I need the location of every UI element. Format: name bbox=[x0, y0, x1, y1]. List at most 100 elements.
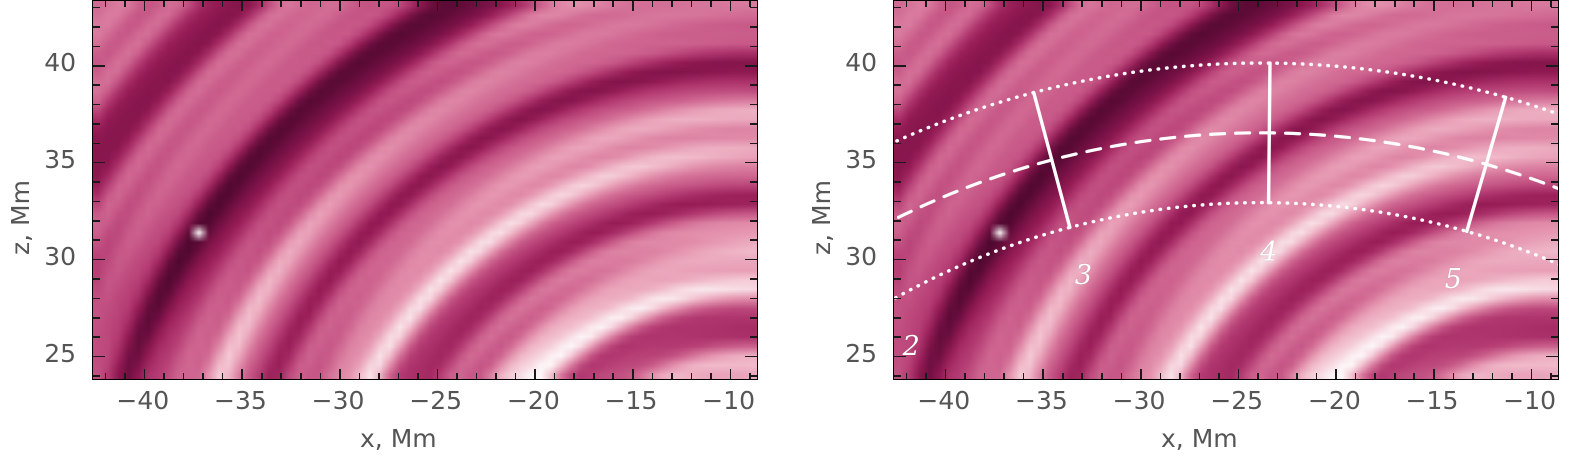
x-minor-tick bbox=[1022, 373, 1025, 379]
y-major-tick bbox=[93, 161, 105, 164]
x-tick-label: −20 bbox=[506, 386, 560, 415]
y-tick-label: 35 bbox=[845, 144, 877, 174]
x-minor-tick-top bbox=[1120, 1, 1123, 7]
x-minor-tick bbox=[124, 373, 126, 379]
y-tick-label: 40 bbox=[44, 47, 76, 77]
x-tick-label: −40 bbox=[116, 386, 170, 415]
x-minor-tick bbox=[710, 373, 712, 379]
x-minor-tick-top bbox=[1452, 1, 1455, 7]
plot-area-right: 123456 bbox=[893, 0, 1559, 380]
x-minor-tick-top bbox=[1413, 1, 1416, 7]
y-major-tick bbox=[93, 64, 105, 67]
y-minor-tick-right bbox=[750, 45, 757, 48]
segment-number-2: 2 bbox=[902, 331, 920, 363]
x-minor-tick bbox=[1452, 373, 1455, 379]
y-minor-tick bbox=[894, 336, 901, 338]
x-minor-tick-top bbox=[1022, 1, 1025, 7]
panel-right: z, Mm 123456 −40−35−30−25−20−15−10 25303… bbox=[801, 0, 1570, 461]
x-minor-tick bbox=[592, 373, 595, 379]
y-tick-label: 25 bbox=[44, 338, 76, 368]
x-tick-label: −30 bbox=[1112, 386, 1166, 415]
x-minor-tick-top bbox=[358, 1, 361, 7]
y-major-tick-right bbox=[745, 64, 757, 67]
x-minor-tick-top bbox=[456, 1, 458, 7]
y-minor-tick-right bbox=[750, 336, 757, 338]
x-minor-tick-top bbox=[1393, 1, 1396, 7]
x-major-tick bbox=[1530, 369, 1533, 379]
x-minor-tick bbox=[358, 373, 361, 379]
x-major-tick bbox=[1237, 369, 1240, 379]
y-minor-tick bbox=[894, 239, 901, 242]
y-minor-tick bbox=[894, 84, 901, 86]
y-minor-tick bbox=[894, 45, 901, 48]
y-minor-tick-right bbox=[750, 84, 757, 86]
y-minor-tick bbox=[93, 297, 100, 300]
x-minor-tick bbox=[690, 373, 693, 379]
x-minor-tick bbox=[1374, 373, 1377, 379]
y-minor-tick-right bbox=[1551, 200, 1558, 203]
x-minor-tick-top bbox=[1159, 1, 1162, 7]
y-tick-label: 25 bbox=[845, 338, 877, 368]
y-minor-tick bbox=[894, 278, 901, 280]
y-major-tick bbox=[894, 258, 906, 261]
y-major-tick-right bbox=[745, 355, 757, 358]
y-minor-tick bbox=[894, 181, 901, 183]
x-minor-tick bbox=[1550, 373, 1552, 379]
y-minor-tick-right bbox=[750, 239, 757, 242]
x-minor-tick-top bbox=[612, 1, 615, 7]
x-minor-tick bbox=[475, 373, 478, 379]
x-minor-tick bbox=[1101, 373, 1103, 379]
x-major-tick bbox=[436, 369, 439, 379]
x-minor-tick-top bbox=[397, 1, 400, 7]
x-minor-tick bbox=[1296, 373, 1298, 379]
y-minor-tick bbox=[894, 200, 901, 203]
x-minor-tick-top bbox=[104, 1, 107, 7]
x-minor-tick-top bbox=[378, 1, 380, 7]
y-major-tick-right bbox=[745, 258, 757, 261]
y-minor-tick bbox=[93, 123, 100, 125]
x-minor-tick-top bbox=[1198, 1, 1201, 7]
x-minor-tick bbox=[964, 373, 966, 379]
x-minor-tick-top bbox=[1354, 1, 1357, 7]
x-minor-tick bbox=[1003, 373, 1005, 379]
x-minor-tick-top bbox=[475, 1, 478, 7]
x-minor-tick bbox=[1393, 373, 1396, 379]
x-major-tick-top bbox=[632, 1, 634, 11]
x-minor-tick bbox=[1354, 373, 1357, 379]
x-major-tick-top bbox=[241, 1, 244, 11]
x-major-tick bbox=[143, 369, 146, 379]
y-minor-tick-right bbox=[1551, 84, 1558, 86]
x-minor-tick-top bbox=[1081, 1, 1084, 7]
y-minor-tick-right bbox=[1551, 220, 1558, 222]
x-minor-tick bbox=[495, 373, 497, 379]
x-minor-tick bbox=[378, 373, 380, 379]
heatmap-canvas-right bbox=[894, 1, 1558, 379]
x-tick-label: −15 bbox=[604, 386, 658, 415]
x-major-tick-top bbox=[339, 1, 341, 11]
y-minor-tick bbox=[894, 26, 901, 28]
x-minor-tick bbox=[925, 373, 927, 379]
x-minor-tick bbox=[280, 373, 283, 379]
x-minor-tick bbox=[260, 373, 263, 379]
x-major-tick-top bbox=[1140, 1, 1142, 11]
y-minor-tick-right bbox=[750, 375, 757, 377]
y-minor-tick bbox=[894, 103, 901, 106]
y-minor-tick bbox=[93, 239, 100, 242]
y-minor-tick-right bbox=[1551, 103, 1558, 106]
x-minor-tick-top bbox=[1296, 1, 1298, 7]
y-minor-tick-right bbox=[1551, 26, 1558, 28]
x-major-tick-top bbox=[1335, 1, 1337, 11]
x-minor-tick-top bbox=[221, 1, 224, 7]
x-minor-tick bbox=[671, 373, 673, 379]
x-tick-label: −20 bbox=[1307, 386, 1361, 415]
x-minor-tick bbox=[1159, 373, 1162, 379]
x-minor-tick bbox=[1061, 373, 1064, 379]
x-minor-tick-top bbox=[592, 1, 595, 7]
y-major-tick-right bbox=[745, 161, 757, 164]
y-minor-tick bbox=[894, 375, 901, 377]
x-minor-tick bbox=[749, 373, 751, 379]
x-minor-tick bbox=[163, 373, 165, 379]
x-minor-tick-top bbox=[319, 1, 322, 7]
heatmap-canvas-left bbox=[93, 1, 757, 379]
y-minor-tick bbox=[93, 6, 100, 9]
